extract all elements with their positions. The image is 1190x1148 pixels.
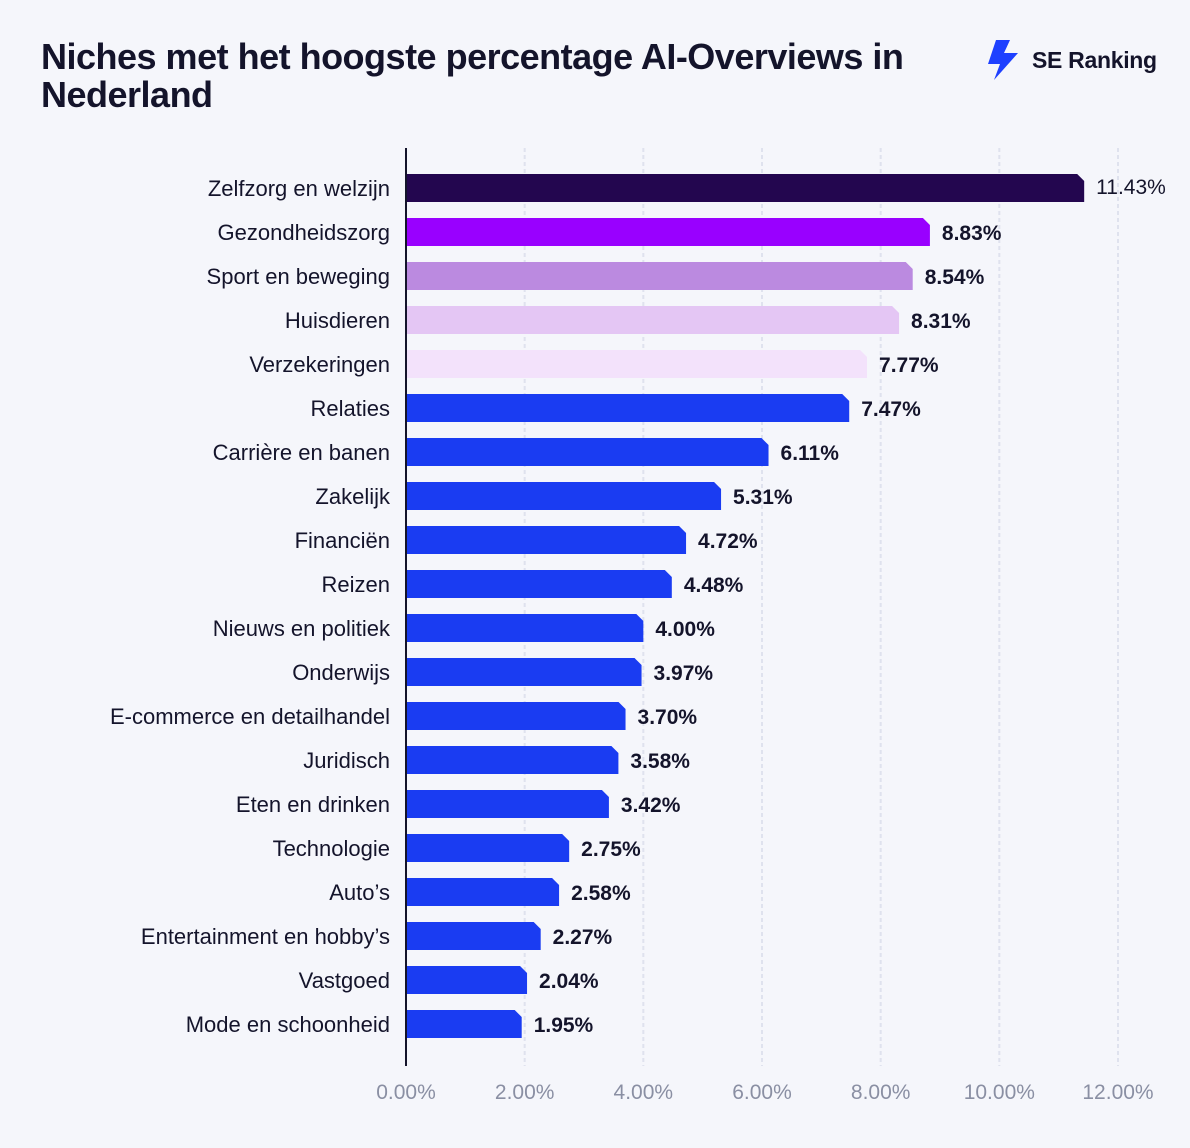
category-label: Eten en drinken: [236, 792, 390, 817]
x-tick-label: 10.00%: [964, 1081, 1035, 1104]
bar: [406, 262, 913, 290]
bar: [406, 526, 687, 554]
bar: [406, 614, 644, 642]
brand-name: SE Ranking: [1032, 46, 1157, 73]
lightning-bolt-icon: [988, 40, 1018, 80]
value-label: 2.04%: [539, 970, 599, 993]
category-label: Juridisch: [303, 748, 390, 773]
bar: [406, 482, 722, 510]
category-label: Nieuws en politiek: [213, 616, 391, 641]
bar: [406, 746, 619, 774]
category-label: Technologie: [273, 836, 390, 861]
x-tick-label: 4.00%: [614, 1081, 674, 1104]
value-label: 3.97%: [654, 662, 714, 685]
bar: [406, 350, 868, 378]
bar: [406, 658, 642, 686]
bar: [406, 306, 900, 334]
category-label: Relaties: [311, 396, 390, 421]
value-label: 7.77%: [879, 354, 939, 377]
bar: [406, 174, 1085, 202]
value-label: 6.11%: [781, 442, 840, 465]
bar: [406, 966, 528, 994]
bar: [406, 790, 609, 818]
x-tick-label: 0.00%: [376, 1081, 436, 1104]
bar: [406, 218, 930, 246]
chart-title: Niches met het hoogste percentage AI-Ove…: [41, 36, 904, 115]
bar: [406, 834, 570, 862]
x-tick-label: 6.00%: [732, 1081, 792, 1104]
bar: [406, 702, 626, 730]
category-label: Vastgoed: [299, 968, 390, 993]
value-label: 5.31%: [733, 486, 793, 509]
bar: [406, 878, 560, 906]
value-label: 8.83%: [942, 222, 1002, 245]
brand-logo: SE Ranking: [986, 40, 1157, 80]
category-label: Zelfzorg en welzijn: [208, 176, 390, 201]
bar: [406, 438, 769, 466]
bar: [406, 570, 672, 598]
category-label: Reizen: [322, 572, 390, 597]
category-label: Mode en schoonheid: [186, 1012, 390, 1037]
value-label: 2.58%: [571, 882, 631, 905]
x-tick-label: 8.00%: [851, 1081, 911, 1104]
value-label: 2.27%: [553, 926, 613, 949]
bar: [406, 394, 850, 422]
value-label: 3.70%: [638, 706, 698, 729]
category-label: Carrière en banen: [213, 440, 390, 465]
value-label: 4.48%: [684, 574, 744, 597]
category-label: Entertainment en hobby’s: [141, 924, 390, 949]
category-label: Auto’s: [329, 880, 390, 905]
category-label: Verzekeringen: [249, 352, 390, 377]
x-tick-label: 12.00%: [1082, 1081, 1153, 1104]
value-label: 4.00%: [655, 618, 715, 641]
category-label: E-commerce en detailhandel: [110, 704, 390, 729]
category-label: Sport en beweging: [207, 264, 390, 289]
category-label: Onderwijs: [292, 660, 390, 685]
value-label: 3.58%: [630, 750, 690, 773]
category-label: Huisdieren: [285, 308, 390, 333]
value-label: 8.31%: [911, 310, 971, 333]
category-label: Zakelijk: [315, 484, 391, 509]
bar: [406, 922, 541, 950]
value-label: 2.75%: [581, 838, 641, 861]
value-label: 7.47%: [861, 398, 921, 421]
value-label: 3.42%: [621, 794, 681, 817]
value-label: 11.43%: [1096, 176, 1166, 199]
category-label: Gezondheidszorg: [218, 220, 390, 245]
value-label: 8.54%: [925, 266, 985, 289]
x-tick-label: 2.00%: [495, 1081, 555, 1104]
value-label: 4.72%: [698, 530, 758, 553]
bar: [406, 1010, 522, 1038]
value-label: 1.95%: [534, 1014, 594, 1037]
category-label: Financiën: [295, 528, 390, 553]
